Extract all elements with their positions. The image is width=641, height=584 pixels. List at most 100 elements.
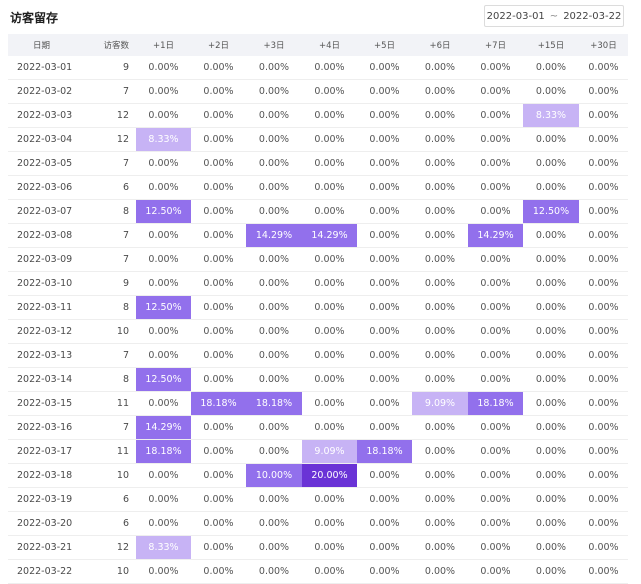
retention-cell: 0.00% (357, 559, 412, 584)
table-row: 2022-03-10 9 0.00% 0.00% 0.00% 0.00% 0.00% 0.00… (8, 271, 628, 296)
retention-cell: 0.00% (412, 295, 468, 320)
row-date: 2022-03-04 (8, 127, 96, 152)
retention-cell: 0.00% (468, 151, 523, 176)
retention-cell: 0.00% (136, 175, 191, 200)
retention-cell: 0.00% (579, 391, 628, 416)
retention-cell: 0.00% (246, 247, 302, 272)
retention-cell: 0.00% (191, 247, 246, 272)
retention-cell: 10.00% (246, 463, 302, 488)
table-row: 2022-03-02 7 0.00% 0.00% 0.00% 0.00% 0.00% 0.00… (8, 79, 628, 104)
retention-cell: 0.00% (246, 127, 302, 152)
retention-cell: 0.00% (136, 56, 191, 80)
retention-cell: 0.00% (357, 535, 412, 560)
retention-cell: 18.18% (468, 391, 523, 416)
retention-cell: 0.00% (191, 463, 246, 488)
retention-cell: 0.00% (468, 56, 523, 80)
table-row: 2022-03-18 10 0.00% 0.00% 10.00% 20.00% 0.00% 0… (8, 463, 628, 488)
row-visitor-count: 11 (96, 391, 136, 416)
retention-cell: 0.00% (412, 247, 468, 272)
retention-cell: 0.00% (468, 199, 523, 224)
row-visitor-count: 6 (96, 175, 136, 200)
retention-cell: 0.00% (468, 439, 523, 464)
retention-cell: 0.00% (523, 511, 579, 536)
table-row: 2022-03-01 9 0.00% 0.00% 0.00% 0.00% 0.00% 0.00… (8, 56, 628, 80)
retention-cell: 0.00% (302, 343, 357, 368)
retention-cell: 0.00% (302, 295, 357, 320)
retention-cell: 9.09% (412, 391, 468, 416)
retention-cell: 0.00% (523, 127, 579, 152)
table-body: 2022-03-01 9 0.00% 0.00% 0.00% 0.00% 0.00% 0.00… (8, 56, 628, 584)
retention-cell: 0.00% (246, 151, 302, 176)
retention-cell: 14.29% (136, 415, 191, 440)
retention-cell: 0.00% (579, 415, 628, 440)
retention-cell: 0.00% (302, 175, 357, 200)
retention-cell: 0.00% (136, 343, 191, 368)
date-range-picker[interactable]: 2022-03-01 ~ 2022-03-22 (484, 5, 624, 27)
retention-cell: 0.00% (191, 79, 246, 104)
retention-cell: 0.00% (246, 175, 302, 200)
retention-cell: 0.00% (523, 223, 579, 248)
range-end: 2022-03-22 (563, 10, 622, 22)
row-visitor-count: 9 (96, 271, 136, 296)
row-visitor-count: 11 (96, 439, 136, 464)
row-date: 2022-03-03 (8, 103, 96, 128)
row-visitor-count: 7 (96, 223, 136, 248)
retention-cell: 0.00% (579, 511, 628, 536)
retention-cell: 0.00% (523, 319, 579, 344)
retention-cell: 0.00% (246, 511, 302, 536)
retention-table: 日期 访客数 +1日 +2日 +3日 +4日 +5日 +6日 +7日 +15日 +30日 2022-… (8, 34, 628, 584)
page-title: 访客留存 (10, 11, 59, 25)
retention-cell: 0.00% (191, 415, 246, 440)
panel-header: 访客留存 2022-03-01 ~ 2022-03-22 (0, 0, 641, 34)
retention-cell: 0.00% (357, 319, 412, 344)
retention-cell: 0.00% (136, 223, 191, 248)
retention-cell: 12.50% (136, 367, 191, 392)
retention-cell: 0.00% (579, 223, 628, 248)
retention-cell: 0.00% (523, 247, 579, 272)
retention-cell: 0.00% (191, 559, 246, 584)
retention-cell: 0.00% (191, 271, 246, 296)
retention-cell: 0.00% (357, 151, 412, 176)
retention-cell: 0.00% (246, 559, 302, 584)
retention-cell: 0.00% (246, 56, 302, 80)
row-visitor-count: 10 (96, 463, 136, 488)
row-date: 2022-03-20 (8, 511, 96, 536)
retention-cell: 0.00% (191, 151, 246, 176)
retention-cell: 0.00% (412, 223, 468, 248)
retention-cell: 0.00% (191, 199, 246, 224)
col-header-date: 日期 (8, 34, 96, 56)
retention-cell: 0.00% (523, 415, 579, 440)
row-date: 2022-03-19 (8, 487, 96, 512)
retention-cell: 18.18% (246, 391, 302, 416)
row-visitor-count: 6 (96, 487, 136, 512)
retention-cell: 0.00% (523, 391, 579, 416)
retention-cell: 0.00% (412, 79, 468, 104)
retention-cell: 0.00% (579, 103, 628, 128)
retention-cell: 0.00% (579, 199, 628, 224)
col-header-day-2: +1日 (136, 34, 191, 56)
retention-cell: 0.00% (579, 175, 628, 200)
retention-cell: 0.00% (579, 295, 628, 320)
retention-cell: 0.00% (523, 463, 579, 488)
table-header-row: 日期 访客数 +1日 +2日 +3日 +4日 +5日 +6日 +7日 +15日 +30日 (8, 34, 628, 56)
row-date: 2022-03-11 (8, 295, 96, 320)
retention-cell: 0.00% (136, 511, 191, 536)
retention-cell: 0.00% (246, 295, 302, 320)
retention-cell: 0.00% (468, 295, 523, 320)
retention-cell: 0.00% (136, 319, 191, 344)
retention-cell: 0.00% (302, 79, 357, 104)
table-row: 2022-03-12 10 0.00% 0.00% 0.00% 0.00% 0.00% 0.0… (8, 319, 628, 344)
retention-cell: 0.00% (412, 151, 468, 176)
table-row: 2022-03-07 8 12.50% 0.00% 0.00% 0.00% 0.00% 0.0… (8, 199, 628, 224)
retention-cell: 0.00% (191, 343, 246, 368)
retention-cell: 0.00% (357, 487, 412, 512)
row-visitor-count: 7 (96, 343, 136, 368)
retention-cell: 0.00% (136, 103, 191, 128)
retention-cell: 0.00% (412, 175, 468, 200)
retention-cell: 0.00% (579, 127, 628, 152)
table-row: 2022-03-15 11 0.00% 18.18% 18.18% 0.00% 0.00% 9… (8, 391, 628, 416)
table-row: 2022-03-09 7 0.00% 0.00% 0.00% 0.00% 0.00% 0.00… (8, 247, 628, 272)
table-row: 2022-03-08 7 0.00% 0.00% 14.29% 14.29% 0.00% 0.… (8, 223, 628, 248)
retention-cell: 0.00% (523, 535, 579, 560)
row-visitor-count: 8 (96, 295, 136, 320)
